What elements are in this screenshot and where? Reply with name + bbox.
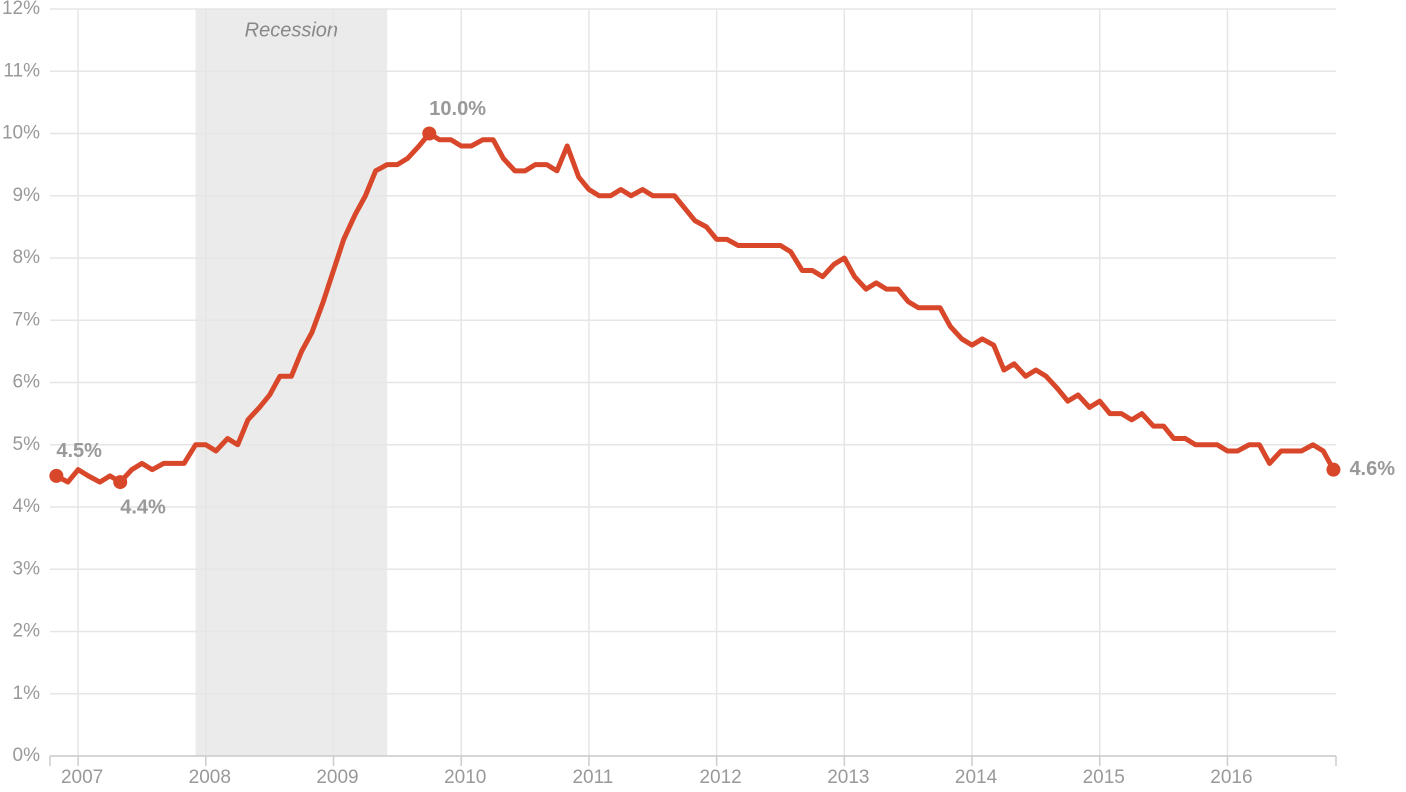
value-label: 10.0% <box>429 98 486 120</box>
data-point <box>49 468 64 483</box>
y-tick-label: 11% <box>3 60 40 81</box>
x-tick-label: 2007 <box>61 767 103 788</box>
y-tick-label: 2% <box>13 621 41 642</box>
x-tick-label: 2010 <box>444 767 486 788</box>
y-tick-label: 9% <box>13 185 41 206</box>
y-tick-label: 5% <box>13 434 41 455</box>
x-tick-label: 2014 <box>955 767 998 788</box>
value-label: 4.6% <box>1349 458 1395 480</box>
data-point <box>422 126 437 141</box>
x-tick-label: 2012 <box>699 767 741 788</box>
x-tick-label: 2011 <box>572 767 613 788</box>
y-tick-label: 3% <box>13 558 41 579</box>
x-tick-label: 2015 <box>1083 767 1125 788</box>
value-label: 4.5% <box>56 440 102 462</box>
y-tick-label: 4% <box>13 496 41 517</box>
y-tick-label: 1% <box>13 683 41 704</box>
y-tick-label: 8% <box>13 247 41 268</box>
value-label: 4.4% <box>120 496 166 518</box>
y-tick-label: 0% <box>13 745 41 766</box>
x-tick-label: 2013 <box>827 767 869 788</box>
recession-label: Recession <box>245 19 338 41</box>
y-tick-label: 6% <box>13 372 41 393</box>
x-tick-label: 2008 <box>189 767 231 788</box>
data-point <box>113 475 128 490</box>
y-tick-label: 10% <box>2 123 40 144</box>
y-tick-label: 12% <box>2 0 40 19</box>
x-tick-label: 2009 <box>316 767 358 788</box>
data-line <box>53 131 1336 485</box>
y-tick-label: 7% <box>13 309 41 330</box>
x-tick-label: 2016 <box>1210 767 1252 788</box>
data-point <box>1326 462 1341 477</box>
